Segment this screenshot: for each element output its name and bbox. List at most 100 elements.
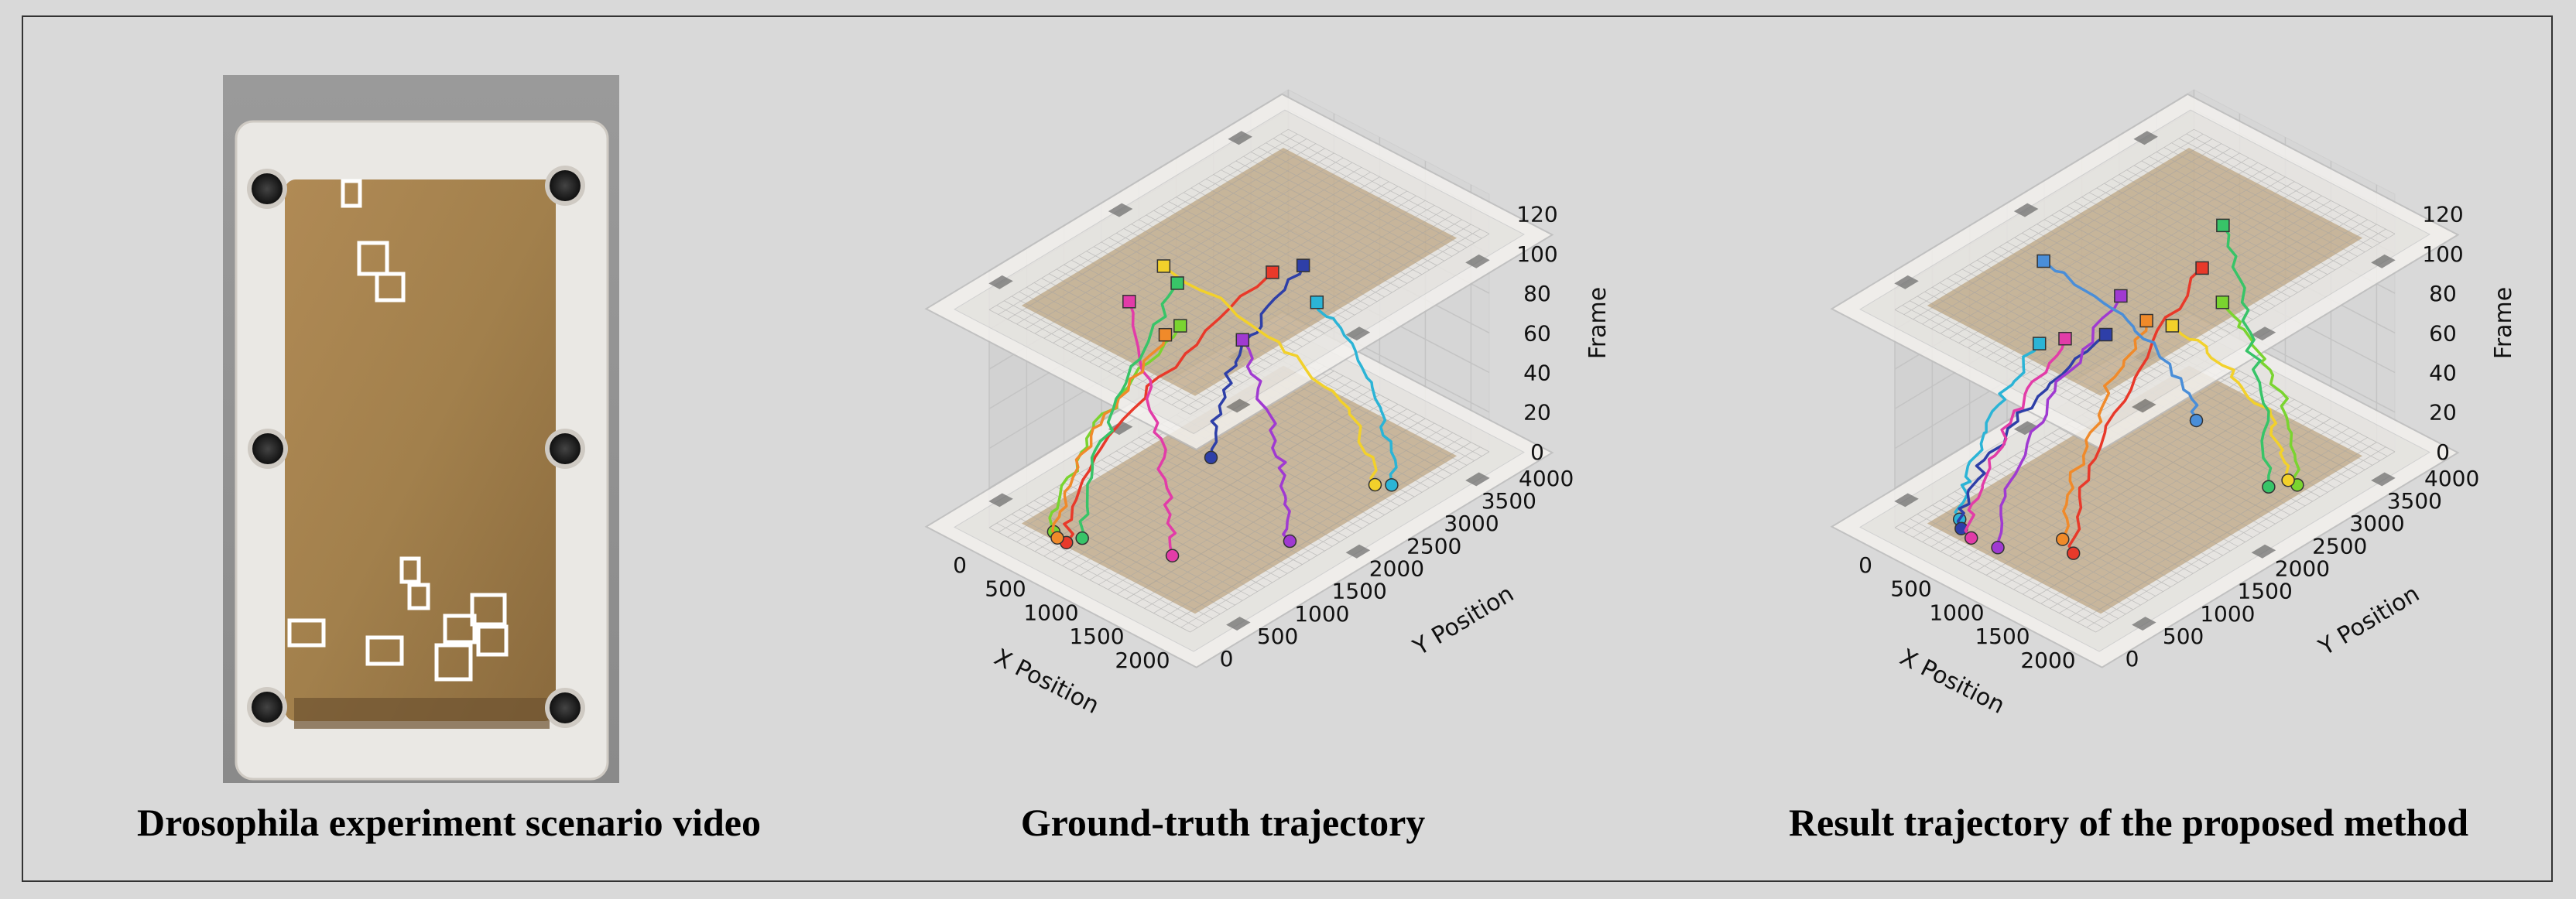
trajectory-line [1315, 302, 1398, 485]
trajectory-end-marker [2114, 289, 2128, 303]
trajectory-end-marker [2215, 295, 2230, 309]
fly-box [399, 556, 421, 584]
z-tick-label: 100 [1516, 241, 1557, 267]
trajectory-end-marker [2139, 313, 2153, 328]
pixel-grid [988, 128, 1490, 415]
z-tick-label: 0 [2436, 439, 2450, 465]
z-tick-label: 80 [2429, 281, 2457, 306]
z-tick-label: 100 [2422, 241, 2463, 267]
trajectory-end-marker [1170, 276, 1184, 290]
top-dish-plane [1830, 93, 2460, 451]
x-tick-label: 500 [1890, 576, 1931, 602]
trajectory-line [2221, 224, 2273, 487]
screw-hole [2013, 421, 2039, 436]
trajectory-line [1209, 265, 1305, 458]
y-tick-label: 2000 [2275, 555, 2330, 581]
fly-box [365, 635, 404, 666]
y-axis-label: Y Position [2314, 580, 2424, 661]
screw-hole [988, 275, 1013, 289]
screw-hole [2133, 131, 2158, 145]
bottom-dish-plane [1830, 311, 2460, 668]
trajectory-end-marker [1296, 258, 1310, 272]
screw-hole [2132, 617, 2156, 631]
fly-box [375, 272, 406, 303]
fly-box [357, 241, 389, 276]
screw-hole [2132, 398, 2156, 413]
trajectory-start-marker [1991, 541, 2005, 555]
trajectory-end-marker [1158, 327, 1173, 342]
screw-hole [1465, 472, 1490, 487]
trajectories [1046, 258, 1399, 562]
gel-plane [1021, 365, 1458, 614]
trajectory-start-marker [1050, 531, 1064, 545]
result-panel: 0 500 1000 1500 2000 0 500 1000 1500 2000 2500 3000… [1703, 17, 2554, 884]
trajectory-line [1964, 338, 2067, 539]
trajectory-line [2067, 267, 2204, 555]
trajectory-end-marker [1310, 295, 1324, 309]
screw-hole [1345, 326, 1371, 341]
gel-area [285, 179, 556, 721]
trajectory-end-marker [1235, 333, 1250, 347]
z-tick-label: 0 [1530, 439, 1544, 465]
trajectory-end-marker [1266, 265, 1279, 279]
z-tick-label: 20 [2429, 400, 2457, 426]
y-tick-label: 1000 [2200, 601, 2255, 627]
trajectory-line [1051, 334, 1167, 539]
fly-box [407, 583, 430, 610]
y-tick-label: 3500 [1482, 488, 1536, 514]
photo-panel: Drosophila experiment scenario video [23, 17, 875, 884]
trajectory-end-marker [2036, 254, 2050, 268]
y-tick-label: 500 [2163, 624, 2204, 649]
trajectory-start-marker [1283, 534, 1297, 549]
trajectory-line [2042, 260, 2199, 421]
drosophila-photo [223, 75, 619, 783]
trajectory-line [2061, 320, 2148, 540]
screw-hole [1465, 254, 1490, 268]
trajectory-line [1063, 271, 1274, 544]
fly-box [476, 624, 509, 657]
trajectory-start-marker [1075, 531, 1089, 545]
trajectory-end-marker [2098, 327, 2113, 342]
y-tick-label: 0 [2126, 646, 2139, 672]
screw-hole [1226, 617, 1251, 631]
screw-hole [1894, 493, 1919, 508]
x-tick-label: 2000 [2020, 648, 2075, 673]
trajectory-line [1954, 343, 2041, 521]
x-tick-label: 500 [985, 576, 1026, 602]
trajectory-line [1996, 295, 2122, 548]
figure-frame: Drosophila experiment scenario video 0 50… [22, 15, 2553, 882]
trajectory-end-marker [2058, 331, 2072, 346]
fly-box [341, 179, 362, 208]
y-tick-label: 1500 [2238, 579, 2293, 604]
gel-shadow [294, 698, 550, 729]
screw-hole [1108, 203, 1133, 217]
dish-inner-rim [954, 109, 1525, 435]
screw-hole [1228, 131, 1252, 145]
caption-photo: Drosophila experiment scenario video [137, 801, 761, 844]
x-tick-label: 1000 [1023, 600, 1078, 625]
trajectory-end-marker [2165, 319, 2180, 333]
y-tick-label: 4000 [2424, 466, 2479, 491]
trajectories [1952, 218, 2304, 560]
trajectory-line [1078, 282, 1179, 539]
z-tick-label: 40 [2429, 360, 2457, 385]
screw-icons [247, 166, 585, 728]
z-tick-label: 20 [1523, 400, 1551, 426]
y-tick-label: 3000 [1444, 511, 1499, 536]
x-tick-label: 0 [1858, 552, 1872, 578]
trajectory-start-marker [2281, 473, 2295, 487]
y-tick-label: 1000 [1294, 601, 1349, 627]
x-tick-label: 2000 [1115, 648, 1170, 673]
z-tick-label: 120 [1516, 202, 1557, 227]
trajectory-start-marker [1385, 478, 1399, 492]
trajectory-line [2221, 301, 2300, 486]
trajectory-end-marker [1156, 259, 1171, 273]
x-axis-label: X Position [990, 644, 1104, 720]
trajectory-end-marker [2195, 261, 2209, 275]
trajectory-end-marker [1173, 319, 1187, 333]
caption-result: Result trajectory of the proposed method [1788, 801, 2469, 844]
fly-box [443, 614, 477, 644]
fly-box [434, 643, 473, 682]
trajectory-start-marker [2066, 546, 2081, 560]
y-tick-label: 2500 [2312, 533, 2367, 559]
